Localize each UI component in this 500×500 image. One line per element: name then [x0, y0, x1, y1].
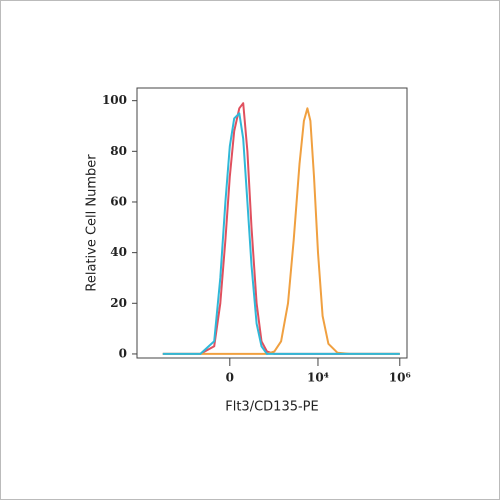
histogram-line [162, 107, 400, 355]
x-axis-label: Flt3/CD135-PE [225, 400, 318, 415]
x-tick-label: 0 [226, 371, 234, 385]
plot-frame [136, 87, 408, 359]
y-tick-label: 20 [110, 296, 127, 310]
y-tick-label: 60 [110, 194, 127, 208]
histogram-line [162, 112, 400, 355]
x-tick-label: 10⁶ [389, 371, 411, 385]
y-tick-label: 0 [119, 346, 127, 360]
y-tick-label: 40 [110, 245, 127, 259]
y-axis-label: Relative Cell Number [85, 154, 100, 292]
y-tick-label: 80 [110, 144, 127, 158]
x-tick-label: 10⁴ [307, 371, 329, 385]
y-tick-label: 100 [102, 93, 127, 107]
